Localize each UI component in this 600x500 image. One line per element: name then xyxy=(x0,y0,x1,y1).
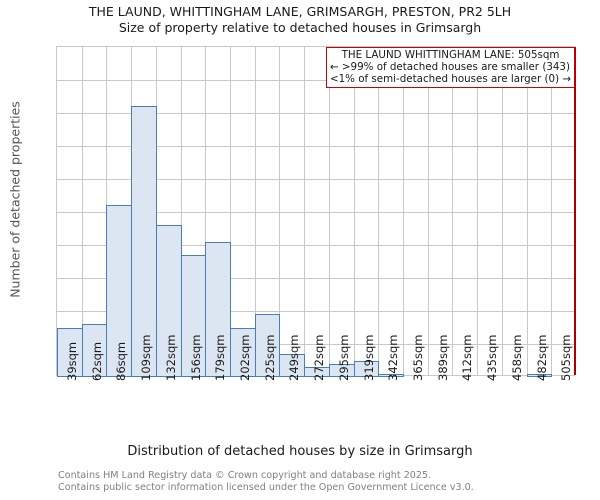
gridline xyxy=(255,47,256,375)
x-axis-tick-label: 179sqm xyxy=(213,334,227,381)
x-axis-tick-label: 202sqm xyxy=(238,334,252,381)
attribution-footer: Contains HM Land Registry data © Crown c… xyxy=(58,470,578,493)
x-axis-tick-label: 319sqm xyxy=(362,334,376,381)
chart-title-block: THE LAUND, WHITTINGHAM LANE, GRIMSARGH, … xyxy=(0,4,600,36)
gridline xyxy=(428,47,429,375)
x-axis-tick-label: 295sqm xyxy=(337,334,351,381)
chart-subtitle: Size of property relative to detached ho… xyxy=(118,20,482,35)
gridline xyxy=(57,146,574,147)
gridline xyxy=(502,47,503,375)
x-axis-tick-label: 435sqm xyxy=(485,334,499,381)
x-axis-tick-label: 62sqm xyxy=(90,341,104,381)
x-axis-tick-label: 272sqm xyxy=(312,334,326,381)
x-axis-tick-label: 86sqm xyxy=(114,341,128,381)
y-axis-title: Number of detached properties xyxy=(7,101,23,298)
x-axis-tick-label: 109sqm xyxy=(139,334,153,381)
gridline xyxy=(181,47,182,375)
footer-line-2: Contains public sector information licen… xyxy=(58,481,474,493)
gridline xyxy=(57,311,574,312)
gridline xyxy=(378,47,379,375)
histogram-bar xyxy=(527,373,552,377)
gridline xyxy=(57,278,574,279)
gridline xyxy=(452,47,453,375)
x-axis-tick-label: 482sqm xyxy=(535,334,549,381)
x-axis-tick-label: 39sqm xyxy=(65,341,79,381)
gridline xyxy=(57,113,574,114)
gridline xyxy=(230,47,231,375)
gridline xyxy=(477,47,478,375)
gridline xyxy=(354,47,355,375)
histogram-bar xyxy=(279,353,305,377)
histogram-bar xyxy=(205,241,231,377)
x-axis-title: Distribution of detached houses by size … xyxy=(127,444,473,459)
x-axis-tick-label: 389sqm xyxy=(436,334,450,381)
x-axis-tick-label: 365sqm xyxy=(411,334,425,381)
gridline xyxy=(304,47,305,375)
footer-line-1: Contains HM Land Registry data © Crown c… xyxy=(58,470,432,481)
gridline xyxy=(57,80,574,81)
plot-area xyxy=(56,46,576,377)
subject-property-annotation-box: THE LAUND WHITTINGHAM LANE: 505sqm ← >99… xyxy=(326,47,575,89)
gridline xyxy=(279,47,280,375)
gridline xyxy=(82,47,83,375)
x-axis-tick-label: 249sqm xyxy=(287,334,301,381)
gridline xyxy=(57,212,574,213)
histogram-bar xyxy=(255,314,280,377)
annotation-line-2: ← >99% of detached houses are smaller (3… xyxy=(330,61,571,74)
x-axis-tick-label: 342sqm xyxy=(386,334,400,381)
gridline xyxy=(527,47,528,375)
annotation-line-1: THE LAUND WHITTINGHAM LANE: 505sqm xyxy=(341,49,560,61)
annotation-line-3: <1% of semi-detached houses are larger (… xyxy=(330,73,571,86)
histogram-bar xyxy=(378,373,404,377)
x-axis-tick-label: 225sqm xyxy=(263,334,277,381)
gridline xyxy=(551,47,552,375)
gridline xyxy=(57,344,574,345)
x-axis-tick-label: 458sqm xyxy=(510,334,524,381)
gridline xyxy=(403,47,404,375)
histogram-bar xyxy=(354,360,379,377)
x-axis-tick-label: 132sqm xyxy=(164,334,178,381)
x-axis-tick-label: 412sqm xyxy=(460,334,474,381)
x-axis-tick-label: 505sqm xyxy=(559,334,573,381)
histogram-bar xyxy=(57,327,83,377)
gridline xyxy=(329,47,330,375)
gridline xyxy=(57,179,574,180)
x-axis-tick-label: 156sqm xyxy=(189,334,203,381)
chart-title: THE LAUND, WHITTINGHAM LANE, GRIMSARGH, … xyxy=(88,4,512,19)
gridline xyxy=(205,47,206,375)
gridline xyxy=(57,245,574,246)
subject-property-marker-line xyxy=(574,47,576,375)
